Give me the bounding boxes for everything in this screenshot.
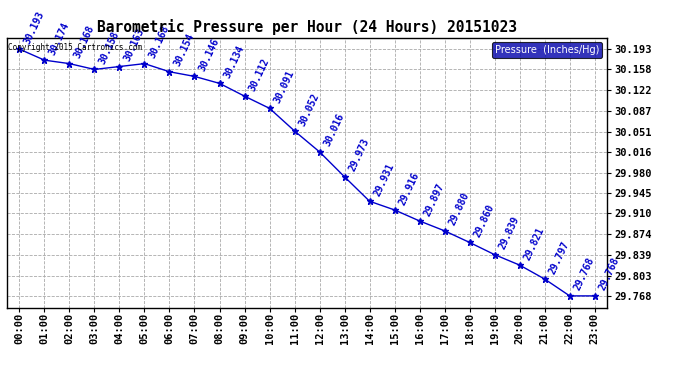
Text: 29.973: 29.973 [347,137,371,173]
Text: 30.091: 30.091 [273,69,296,105]
Text: 29.797: 29.797 [547,239,571,276]
Text: 29.768: 29.768 [598,256,622,292]
Text: 30.158: 30.158 [97,30,121,66]
Text: 30.154: 30.154 [172,32,196,68]
Text: 29.916: 29.916 [397,170,422,206]
Text: 29.839: 29.839 [497,215,522,251]
Text: 30.168: 30.168 [72,24,96,60]
Text: 30.168: 30.168 [147,24,171,60]
Text: 30.112: 30.112 [247,56,271,93]
Text: 30.052: 30.052 [297,91,322,128]
Text: 29.768: 29.768 [573,256,596,292]
Text: 29.821: 29.821 [522,225,546,261]
Text: Copyright 2015 Cartronics.com: Copyright 2015 Cartronics.com [8,43,142,52]
Title: Barometric Pressure per Hour (24 Hours) 20151023: Barometric Pressure per Hour (24 Hours) … [97,19,517,35]
Legend: Pressure  (Inches/Hg): Pressure (Inches/Hg) [492,42,602,58]
Text: 30.193: 30.193 [22,9,46,45]
Text: 30.134: 30.134 [222,44,246,80]
Text: 30.174: 30.174 [47,20,71,57]
Text: 30.163: 30.163 [122,27,146,63]
Text: 30.146: 30.146 [197,37,221,73]
Text: 29.860: 29.860 [473,203,496,239]
Text: 30.016: 30.016 [322,112,346,148]
Text: 29.931: 29.931 [373,162,396,198]
Text: 29.880: 29.880 [447,191,471,227]
Text: 29.897: 29.897 [422,181,446,218]
